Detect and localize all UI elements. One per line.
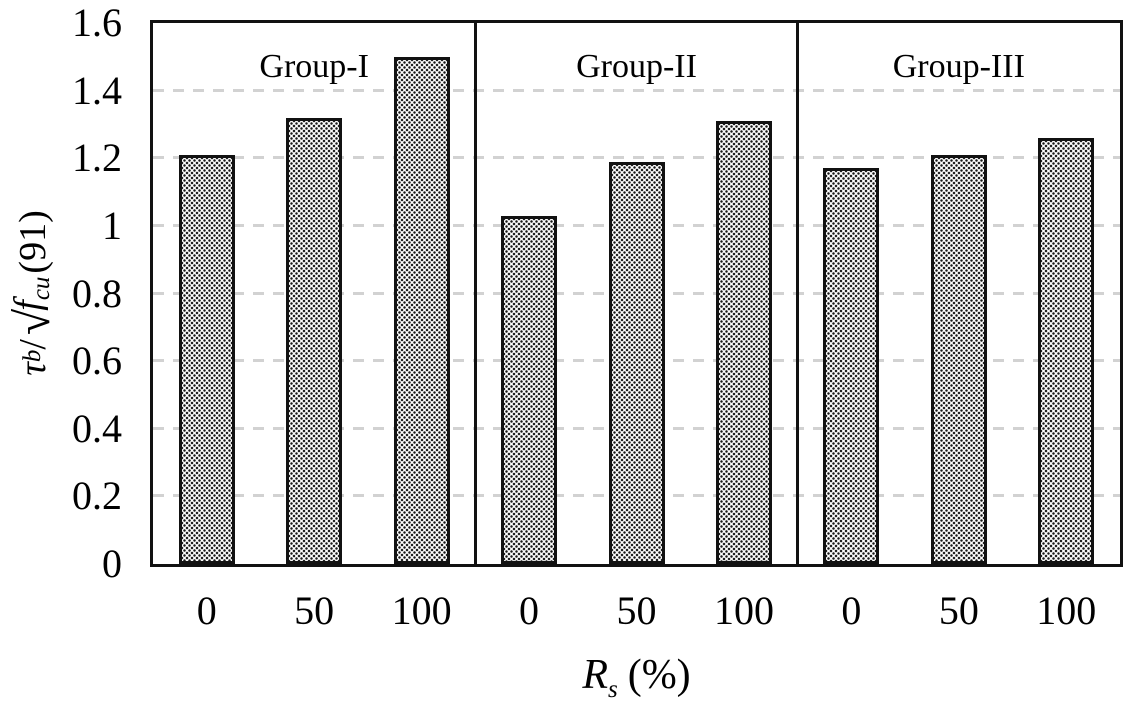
x-tick-label: 100: [391, 588, 452, 633]
x-tick-label: 0: [841, 588, 862, 633]
y-tick-label: 0: [102, 541, 122, 586]
x-tick-label: 50: [938, 588, 979, 633]
bar-group-ii-rs100: [715, 121, 772, 564]
xlabel-symbol-subscript: s: [607, 676, 618, 703]
x-tick-label: 0: [196, 588, 217, 633]
gridline: [153, 156, 1120, 160]
bar-group-i-rs100: [393, 56, 450, 564]
bar-group-i-rs50: [286, 117, 343, 564]
y-tick-label: 1.2: [72, 135, 122, 181]
panel-divider: [796, 23, 800, 564]
y-tick-label: 1: [102, 202, 122, 248]
xlabel-unit: (%): [627, 652, 691, 698]
bar-group-iii-rs0: [823, 168, 880, 564]
x-tick-label: 100: [713, 588, 774, 633]
x-axis-label: Rs (%): [150, 646, 1123, 704]
group-label: Group-I: [259, 48, 369, 85]
x-tick-label: 50: [294, 588, 335, 633]
panel-divider: [473, 23, 477, 564]
plot-area: Group-I Group-II Group-III: [150, 20, 1123, 567]
x-tick-label: 50: [616, 588, 657, 633]
y-tick-label: 0.8: [72, 270, 122, 316]
group-label: Group-II: [576, 48, 697, 85]
bar-group-iii-rs100: [1038, 137, 1095, 564]
xlabel-symbol: R: [582, 652, 608, 698]
y-tick-label: 1.4: [72, 67, 122, 113]
group-label: Group-III: [892, 48, 1025, 85]
bar-group-i-rs0: [178, 154, 235, 564]
bar-group-iii-rs50: [930, 154, 987, 564]
x-tick-label: 0: [519, 588, 540, 633]
bar-group-ii-rs0: [501, 215, 558, 564]
y-tick-label: 1.6: [72, 0, 122, 45]
y-tick-label: 0.4: [72, 405, 122, 451]
gridline: [153, 88, 1120, 92]
x-tick-label: 100: [1036, 588, 1097, 633]
bar-group-ii-rs50: [608, 161, 665, 564]
y-tick-label: 0.2: [72, 473, 122, 519]
y-tick-label: 0.6: [72, 338, 122, 384]
